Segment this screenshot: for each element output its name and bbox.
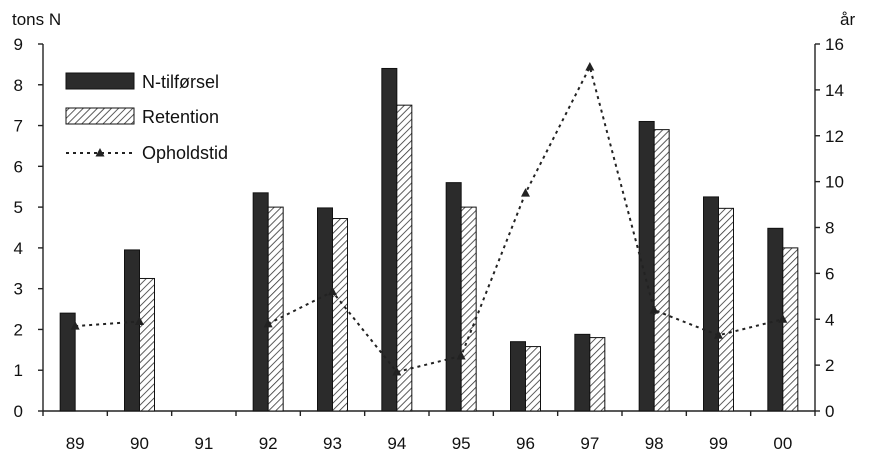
opholdstid-point <box>392 367 402 376</box>
left-tick-label: 6 <box>14 157 23 176</box>
x-tick-label: 90 <box>130 434 149 453</box>
left-tick-label: 5 <box>14 198 23 217</box>
right-tick-label: 12 <box>825 127 844 146</box>
opholdstid-series <box>70 61 788 376</box>
right-tick-label: 10 <box>825 173 844 192</box>
n-tilforsel-bar <box>124 249 140 412</box>
left-tick-label: 9 <box>14 35 23 54</box>
left-axis-title: tons N <box>12 10 61 29</box>
x-tick-label: 92 <box>259 434 278 453</box>
right-tick-label: 6 <box>825 264 834 283</box>
retention-bar <box>332 218 348 412</box>
x-tick-label: 97 <box>580 434 599 453</box>
retention-bar <box>139 277 155 412</box>
right-tick-label: 14 <box>825 81 844 100</box>
opholdstid-point <box>70 321 80 330</box>
retention-bar <box>782 247 799 412</box>
opholdstid-point <box>135 316 144 326</box>
opholdstid-point <box>263 318 273 328</box>
x-tick-label: 96 <box>516 434 535 453</box>
n-tilforsel-bar <box>703 196 719 412</box>
x-tick-label: 89 <box>66 434 85 453</box>
retention-bar <box>267 206 284 412</box>
n-tilforsel-bar <box>510 341 526 412</box>
opholdstid-point <box>778 314 788 323</box>
right-tick-label: 2 <box>825 356 834 375</box>
left-tick-label: 0 <box>14 402 23 421</box>
right-tick-label: 16 <box>825 35 844 54</box>
legend-label-opholdstid: Opholdstid <box>142 143 228 163</box>
x-tick-label: 91 <box>194 434 213 453</box>
right-tick-label: 8 <box>825 219 834 238</box>
left-tick-label: 3 <box>14 280 23 299</box>
left-tick-label: 4 <box>14 239 23 258</box>
legend-swatch-n-tilforsel <box>65 72 135 90</box>
n-tilforsel-bar <box>317 207 333 412</box>
opholdstid-point <box>585 61 595 71</box>
retention-bar <box>460 206 477 412</box>
x-tick-label: 99 <box>709 434 728 453</box>
x-tick-label: 98 <box>645 434 664 453</box>
left-tick-label: 2 <box>14 320 23 339</box>
x-tick-label: 95 <box>452 434 471 453</box>
opholdstid-line <box>267 64 784 374</box>
n-tilforsel-bar <box>574 333 591 412</box>
legend: N-tilførsel Retention Opholdstid <box>65 72 228 163</box>
right-tick-label: 0 <box>825 402 834 421</box>
retention-bar <box>653 129 670 412</box>
legend-label-n-tilforsel: N-tilførsel <box>142 72 219 92</box>
retention-bar <box>525 346 541 412</box>
left-tick-label: 7 <box>14 117 23 136</box>
opholdstid-point <box>328 286 337 296</box>
n-tilforsel-bar <box>59 312 76 412</box>
retention-bar <box>396 104 413 412</box>
opholdstid-point <box>714 330 723 339</box>
legend-marker-opholdstid <box>95 148 105 157</box>
legend-label-retention: Retention <box>142 107 219 127</box>
opholdstid-point <box>521 188 530 197</box>
right-axis-title: år <box>840 10 855 29</box>
n-tilforsel-bar <box>381 67 398 412</box>
retention-bar <box>589 337 606 412</box>
x-tick-label: 93 <box>323 434 342 453</box>
bars <box>59 67 799 412</box>
right-tick-label: 4 <box>825 310 834 329</box>
retention-bar <box>718 207 734 412</box>
n-tilforsel-bar <box>638 120 655 412</box>
left-tick-label: 1 <box>14 361 23 380</box>
n-tilforsel-bar <box>252 192 269 412</box>
x-tick-label: 94 <box>387 434 406 453</box>
opholdstid-point <box>649 305 659 314</box>
opholdstid-point <box>456 350 466 360</box>
left-tick-label: 8 <box>14 76 23 95</box>
x-tick-label: 00 <box>773 434 792 453</box>
n-tilforsel-bar <box>445 182 462 412</box>
legend-swatch-retention <box>65 107 135 125</box>
